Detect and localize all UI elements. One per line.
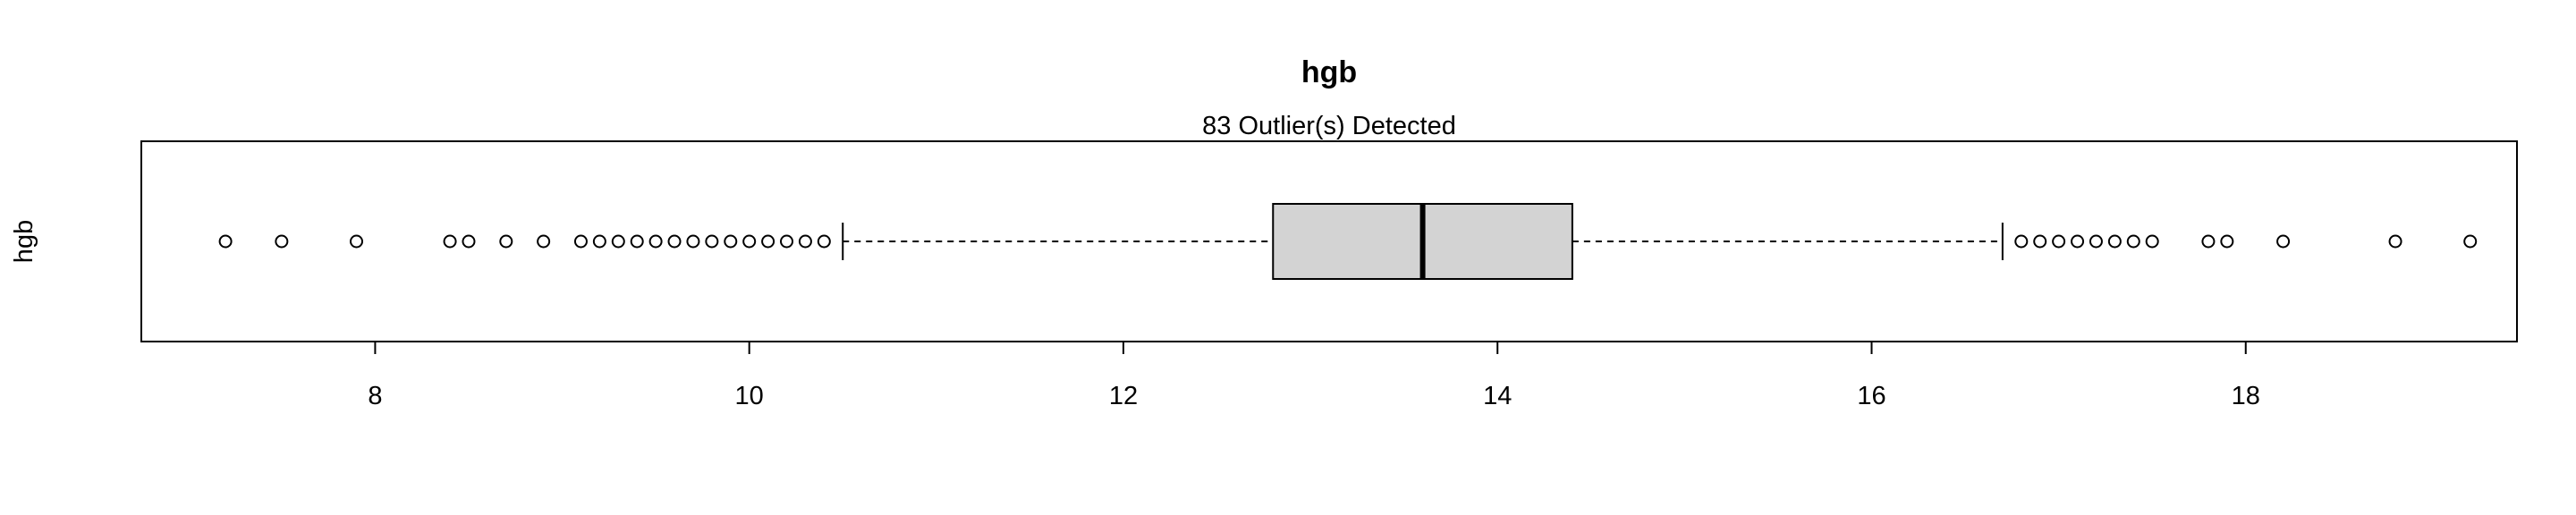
outlier-point (275, 234, 289, 249)
plot-marks (218, 203, 2478, 280)
x-tick-label: 16 (1857, 382, 1885, 410)
outlier-point (611, 234, 625, 249)
outlier-point (2126, 234, 2140, 249)
outlier-point (592, 234, 606, 249)
outlier-point (499, 234, 513, 249)
chart-title: hgb (1301, 55, 1357, 89)
outlier-point (2107, 234, 2122, 249)
outlier-point (742, 234, 757, 249)
x-tick-label: 18 (2232, 382, 2260, 410)
x-tick-label: 14 (1483, 382, 1512, 410)
outlier-point (2089, 234, 2103, 249)
outlier-point (218, 234, 233, 249)
x-axis: 8 10 12 14 16 18 (368, 341, 2260, 410)
outlier-point (724, 234, 738, 249)
outlier-point (2014, 234, 2029, 249)
outlier-point (686, 234, 700, 249)
x-tick-label: 8 (368, 382, 382, 410)
outlier-point (667, 234, 682, 249)
outlier-point (648, 234, 663, 249)
outlier-point (2220, 234, 2234, 249)
outlier-point (2388, 234, 2402, 249)
outlier-point (537, 234, 551, 249)
outlier-point (2463, 234, 2478, 249)
x-tick-label: 12 (1109, 382, 1138, 410)
y-axis-label: hgb (10, 220, 38, 263)
outlier-point (2071, 234, 2085, 249)
outlier-point (761, 234, 775, 249)
outlier-point (443, 234, 457, 249)
outlier-point (780, 234, 794, 249)
outlier-point (630, 234, 644, 249)
outlier-point (2033, 234, 2047, 249)
outlier-point (798, 234, 812, 249)
outlier-point (705, 234, 719, 249)
x-tick-label: 10 (735, 382, 764, 410)
outlier-point (2276, 234, 2291, 249)
chart-subtitle: 83 Outlier(s) Detected (1202, 112, 1456, 140)
outlier-point (2201, 234, 2216, 249)
outlier-point (817, 234, 831, 249)
outlier-point (2145, 234, 2159, 249)
outlier-point (462, 234, 476, 249)
outlier-point (2052, 234, 2066, 249)
outlier-point (350, 234, 364, 249)
outlier-point (573, 234, 588, 249)
